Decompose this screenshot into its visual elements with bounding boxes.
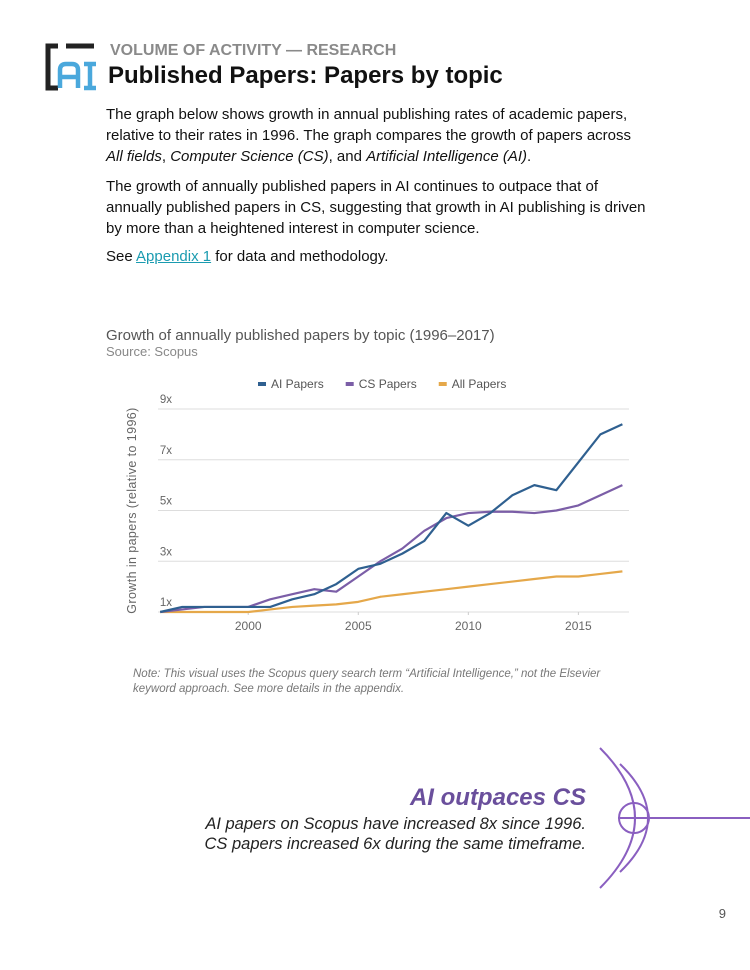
note: Note: This visual uses the Scopus query … [133,668,601,695]
text: The graph below shows growth in annual p… [106,106,632,144]
callout-line: CS papers increased 6x during the same t… [204,835,586,853]
text: . [527,148,532,165]
page-title: Published Papers: Papers by topic [108,62,503,89]
text: See [106,248,137,265]
chart-title: Growth of annually published papers by t… [106,327,495,344]
x-tick-label: 2005 [345,619,372,633]
x-tick-label: 2015 [565,619,592,633]
page-number: 9 [719,906,726,921]
text: for data and methodology. [211,248,389,265]
series-line [160,570,623,614]
callout-line: AI papers on Scopus have increased 8x si… [205,815,586,833]
legend-swatch [345,382,354,386]
legend-swatch [258,382,266,386]
legend-label: AI Papers [271,377,324,391]
text: , [161,148,171,165]
legend-label: All Papers [452,377,507,391]
callout-decoration [599,747,750,889]
text: Computer Science (CS) [170,148,329,165]
y-tick-label: 1x [160,597,172,609]
series-line [160,484,623,614]
y-tick-label: 5x [160,496,172,508]
y-tick-label: 9x [160,394,172,406]
text: All fields [106,148,162,165]
paragraph: The graph below shows growth in annual p… [106,104,651,167]
y-axis-label: Growth in papers (relative to 1996) [125,407,139,613]
callout-title: AI outpaces CS [409,784,586,811]
y-tick-label: 3x [160,546,172,558]
x-tick-label: 2000 [235,619,262,633]
paragraph: The growth of annually published papers … [106,178,646,237]
chart-subtitle: Source: Scopus [106,344,198,359]
logo [45,43,96,91]
series-line [159,423,623,614]
text: , and [328,148,367,165]
paragraph: See Appendix 1 for data and methodology. [106,246,651,267]
appendix-link[interactable]: Appendix 1 [136,248,212,265]
y-tick-label: 7x [160,445,172,457]
text: Artificial Intelligence (AI) [366,148,528,165]
legend-label: CS Papers [359,377,417,391]
legend-swatch [438,382,447,386]
section-label: VOLUME OF ACTIVITY — RESEARCH [110,42,397,59]
x-tick-label: 2010 [455,619,482,633]
